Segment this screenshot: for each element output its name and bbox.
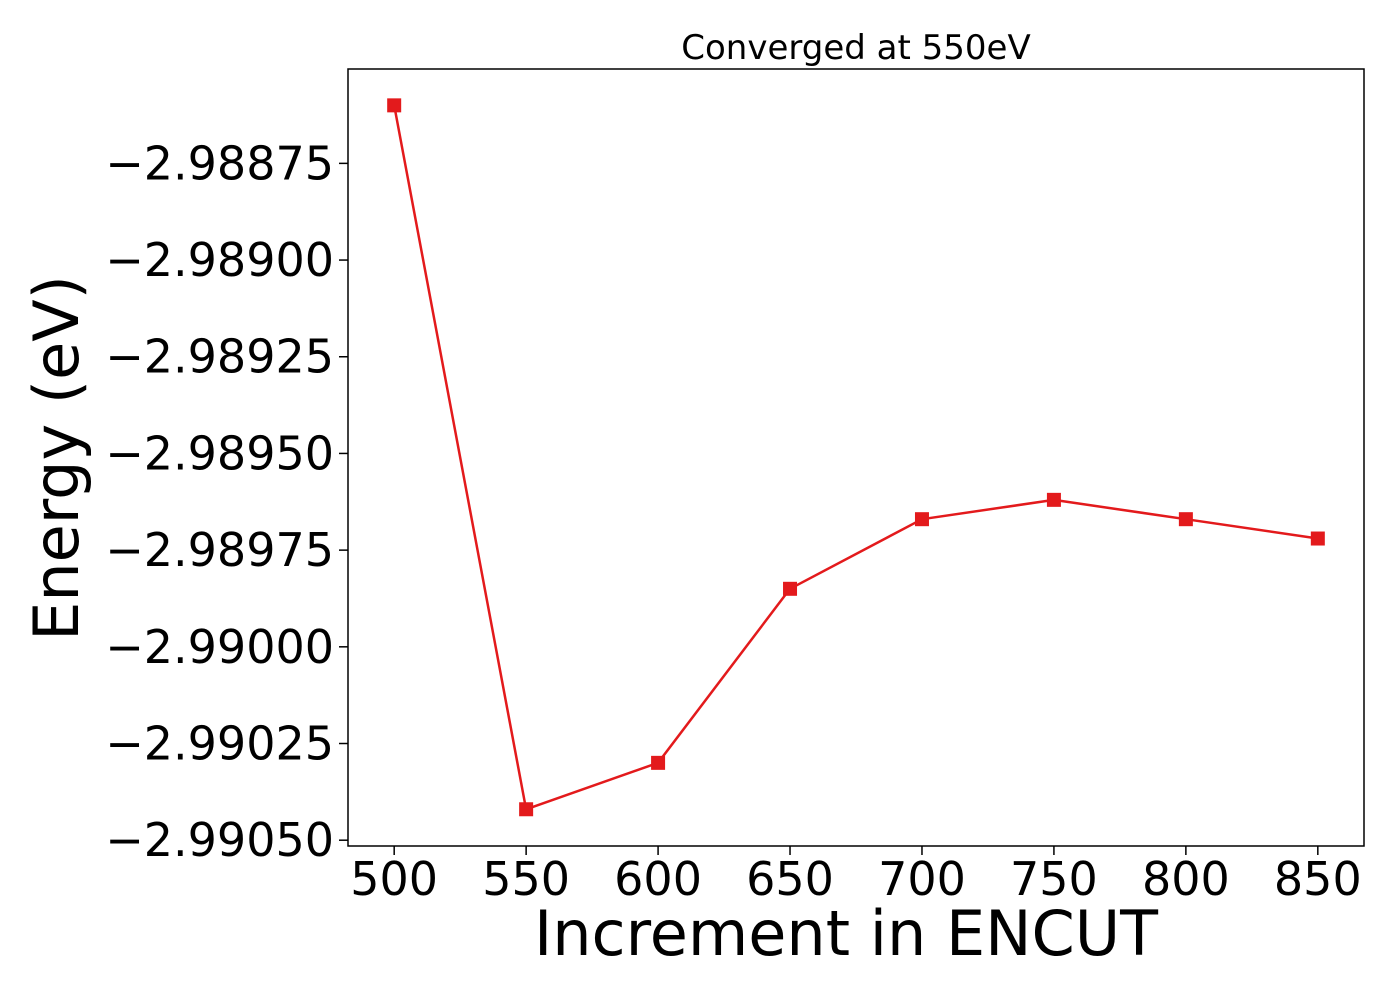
axes: 500 550 600 650 700 750 800 850 −2.98875 −2.98900…: [105, 136, 1361, 906]
x-tick-label: 750: [1010, 852, 1098, 906]
y-tick-label: −2.98875: [105, 136, 334, 190]
data-point-marker: [519, 802, 534, 817]
y-tick-label: −2.99025: [105, 717, 334, 771]
y-tick-label: −2.99050: [105, 813, 334, 867]
y-tick-label: −2.98975: [105, 523, 334, 577]
series-line: [392, 105, 1318, 811]
data-point-marker: [1310, 531, 1325, 546]
data-point-marker: [651, 755, 666, 770]
x-tick-label: 600: [614, 852, 702, 906]
y-tick-label: −2.98925: [105, 330, 334, 384]
x-tick-label: 650: [746, 852, 834, 906]
y-tick-label: −2.99000: [105, 620, 334, 674]
data-point-marker: [387, 98, 402, 113]
data-point-marker: [1046, 492, 1061, 507]
data-point-marker: [1178, 512, 1193, 527]
x-tick-label: 800: [1142, 852, 1230, 906]
x-tick-label: 700: [878, 852, 966, 906]
x-tick-label: 550: [482, 852, 570, 906]
y-tick-label: −2.98950: [105, 426, 334, 480]
data-point-marker: [783, 581, 798, 596]
chart-title: Converged at 550eV: [681, 28, 1030, 68]
y-tick-label: −2.98900: [105, 233, 334, 287]
plot-area-frame: [347, 68, 1365, 847]
y-axis-label: Energy (eV): [20, 275, 93, 641]
x-axis-label: Increment in ENCUT: [534, 897, 1159, 970]
data-point-marker: [914, 512, 929, 527]
data-series: [387, 98, 1325, 817]
x-tick-label: 850: [1274, 852, 1362, 906]
x-tick-label: 500: [350, 852, 438, 906]
